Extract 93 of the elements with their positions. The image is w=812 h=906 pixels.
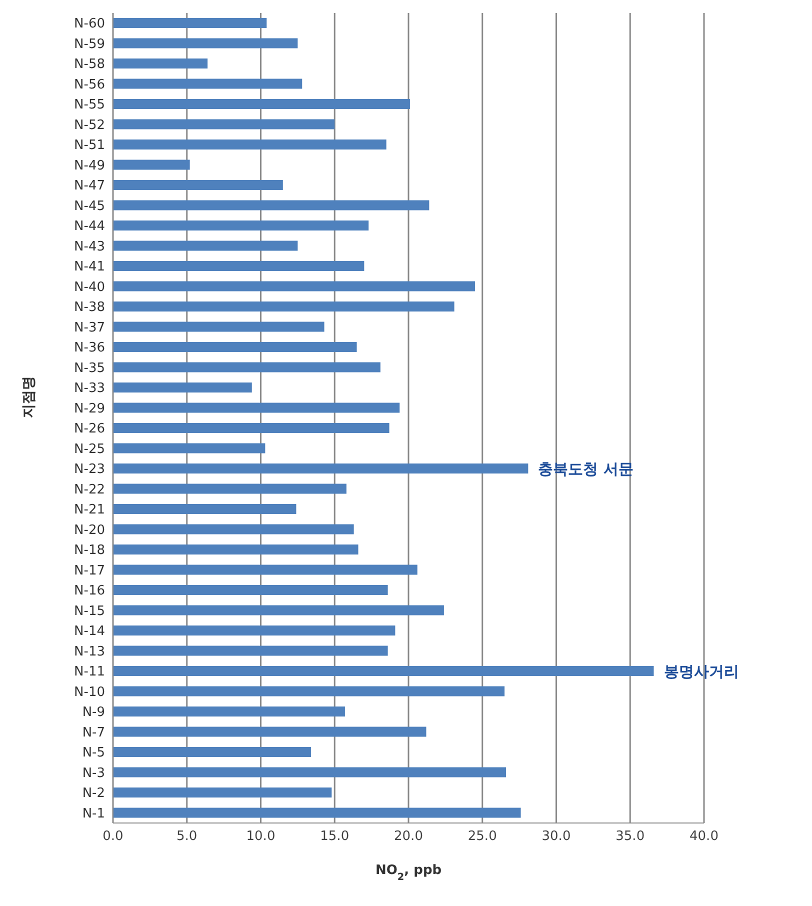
y-tick-label: N-1 xyxy=(82,806,105,822)
y-tick-label: N-45 xyxy=(74,198,105,214)
y-tick-label: N-55 xyxy=(74,98,105,113)
x-tick-label: 20.0 xyxy=(394,829,423,844)
bar xyxy=(113,423,390,433)
bar xyxy=(113,564,418,575)
x-tick-label: 25.0 xyxy=(468,829,497,844)
y-tick-label: N-20 xyxy=(74,522,105,538)
y-tick-label: N-33 xyxy=(74,381,105,396)
bar xyxy=(113,484,346,494)
y-tick-label: N-10 xyxy=(74,684,105,700)
y-tick-label: N-16 xyxy=(74,584,105,599)
bar xyxy=(113,706,345,716)
y-tick-label: N-37 xyxy=(74,320,105,336)
y-tick-label: N-5 xyxy=(82,746,105,761)
bar xyxy=(113,504,296,514)
bar xyxy=(113,788,332,798)
y-tick-label: N-60 xyxy=(74,16,105,32)
bar xyxy=(113,302,454,312)
y-tick-label: N-9 xyxy=(82,705,105,720)
y-tick-label: N-44 xyxy=(74,219,105,234)
bar xyxy=(113,605,444,616)
x-tick-label: 35.0 xyxy=(616,829,645,844)
bar xyxy=(113,119,335,130)
x-tick-label: 30.0 xyxy=(542,829,571,844)
bar xyxy=(113,585,388,595)
y-tick-label: N-40 xyxy=(74,280,105,295)
bar xyxy=(113,342,357,352)
y-tick-label: N-18 xyxy=(74,543,105,558)
bar xyxy=(113,281,475,292)
y-tick-label: N-38 xyxy=(74,300,105,316)
y-tick-label: N-21 xyxy=(74,502,105,518)
bar xyxy=(113,747,311,757)
bar xyxy=(113,382,252,392)
y-tick-label: N-51 xyxy=(74,138,105,154)
y-tick-label: N-56 xyxy=(74,77,105,92)
bar xyxy=(113,140,386,150)
annotation: 봉명사거리 xyxy=(664,662,739,680)
bar xyxy=(113,767,506,778)
x-axis-title: NO$_{2}$, ppb xyxy=(375,863,442,882)
bar xyxy=(113,808,521,818)
y-axis-title: 지점명 xyxy=(20,376,37,418)
bar xyxy=(113,686,505,696)
x-tick-label: 15.0 xyxy=(320,829,350,844)
y-tick-label: N-36 xyxy=(74,340,105,356)
bar xyxy=(113,99,410,109)
bar xyxy=(113,240,298,251)
bar xyxy=(113,544,358,554)
x-tick-label: 10.0 xyxy=(246,829,276,844)
y-tick-label: N-22 xyxy=(74,482,105,498)
x-tick-label: 5.0 xyxy=(176,829,198,844)
bar xyxy=(113,38,298,48)
y-tick-label: N-35 xyxy=(74,360,105,376)
bar xyxy=(113,646,388,656)
y-tick-label: N-7 xyxy=(82,725,105,740)
annotation: 충북도청 서문 xyxy=(538,460,634,478)
bar xyxy=(113,402,400,413)
y-tick-label: N-15 xyxy=(74,604,105,619)
x-tick-label: 0.0 xyxy=(102,829,124,844)
bar xyxy=(113,443,266,454)
y-tick-label: N-29 xyxy=(74,401,105,416)
x-tick-label: 40.0 xyxy=(690,829,718,844)
y-tick-label: N-13 xyxy=(74,644,105,660)
y-tick-label: N-49 xyxy=(74,158,105,174)
bar xyxy=(113,666,654,676)
y-tick-label: N-11 xyxy=(74,664,105,680)
y-tick-label: N-52 xyxy=(74,118,105,133)
y-tick-label: N-23 xyxy=(74,462,105,478)
bar xyxy=(113,160,190,170)
y-tick-label: N-25 xyxy=(74,442,105,457)
bar xyxy=(113,18,267,28)
bar xyxy=(113,524,354,534)
y-tick-label: N-43 xyxy=(74,239,105,254)
bar xyxy=(113,464,528,474)
y-tick-label: N-47 xyxy=(74,178,105,194)
y-tick-label: N-26 xyxy=(74,422,105,437)
bar xyxy=(113,362,380,372)
y-tick-label: N-3 xyxy=(82,766,105,781)
bar xyxy=(113,220,369,230)
bar xyxy=(113,58,208,68)
bar xyxy=(113,261,364,271)
bar xyxy=(113,78,302,89)
bar xyxy=(113,180,283,190)
bar xyxy=(113,200,430,210)
y-tick-label: N-59 xyxy=(74,36,105,52)
y-tick-label: N-17 xyxy=(74,563,105,578)
bar xyxy=(113,626,396,636)
y-tick-label: N-41 xyxy=(74,260,105,275)
bar xyxy=(113,726,426,737)
y-tick-label: N-14 xyxy=(74,624,105,640)
bar xyxy=(113,322,324,332)
y-tick-label: N-2 xyxy=(82,786,105,802)
y-tick-label: N-58 xyxy=(74,57,105,72)
